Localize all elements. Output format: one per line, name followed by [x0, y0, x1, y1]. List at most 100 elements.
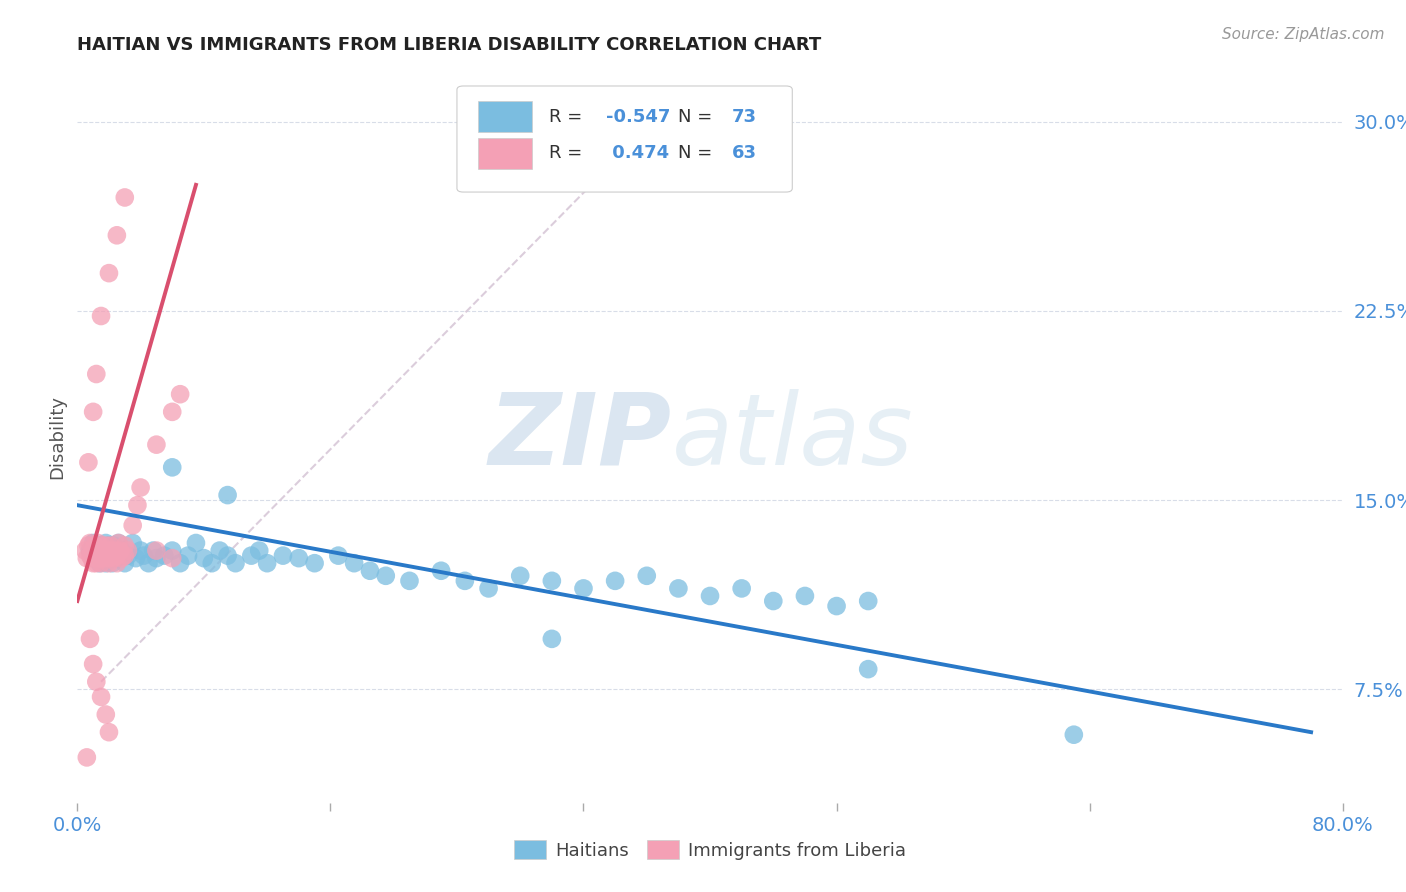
Text: 0.474: 0.474: [606, 145, 669, 162]
Point: [858, 662, 880, 676]
Bar: [478, 138, 531, 169]
Point: [825, 599, 848, 613]
Point: [90, 309, 112, 323]
Point: [107, 536, 129, 550]
Point: [668, 582, 690, 596]
Point: [100, 543, 122, 558]
Point: [77, 455, 100, 469]
Point: [540, 574, 562, 588]
Text: R =: R =: [550, 108, 588, 126]
Point: [94, 707, 117, 722]
Point: [103, 539, 125, 553]
Point: [80, 551, 103, 566]
Point: [217, 549, 239, 563]
Point: [125, 551, 148, 566]
Point: [90, 556, 112, 570]
Point: [98, 266, 120, 280]
Point: [162, 405, 183, 419]
Point: [247, 543, 270, 558]
Point: [82, 543, 104, 558]
Point: [94, 539, 117, 553]
Point: [288, 551, 311, 566]
Text: -0.547: -0.547: [606, 108, 671, 126]
Point: [111, 543, 132, 558]
Point: [96, 549, 118, 563]
Point: [240, 549, 263, 563]
Point: [193, 551, 215, 566]
Point: [87, 549, 110, 563]
Point: [105, 551, 128, 566]
Point: [98, 556, 120, 570]
Point: [82, 405, 104, 419]
Point: [79, 632, 101, 646]
Point: [91, 543, 114, 558]
Point: [699, 589, 721, 603]
FancyBboxPatch shape: [457, 86, 793, 192]
Point: [86, 674, 108, 689]
Point: [82, 657, 104, 671]
Point: [217, 488, 239, 502]
Text: N =: N =: [679, 108, 718, 126]
Text: R =: R =: [550, 145, 588, 162]
Point: [111, 551, 132, 566]
Point: [304, 556, 326, 570]
Point: [605, 574, 627, 588]
Point: [90, 690, 112, 704]
Point: [169, 387, 191, 401]
Point: [129, 543, 152, 558]
Point: [94, 549, 117, 563]
Text: N =: N =: [679, 145, 718, 162]
Point: [101, 549, 124, 563]
Point: [107, 536, 129, 550]
Point: [117, 549, 139, 563]
Point: [105, 556, 128, 570]
Point: [90, 539, 112, 553]
Point: [98, 551, 120, 566]
Point: [101, 549, 124, 563]
Text: 73: 73: [731, 108, 756, 126]
Point: [114, 549, 136, 563]
Point: [108, 549, 131, 563]
Point: [86, 556, 108, 570]
Point: [86, 543, 108, 558]
Point: [96, 543, 118, 558]
Point: [177, 549, 200, 563]
Point: [509, 569, 531, 583]
Point: [145, 551, 167, 566]
Point: [430, 564, 453, 578]
Point: [127, 498, 149, 512]
Point: [162, 551, 183, 566]
Text: HAITIAN VS IMMIGRANTS FROM LIBERIA DISABILITY CORRELATION CHART: HAITIAN VS IMMIGRANTS FROM LIBERIA DISAB…: [77, 36, 821, 54]
Point: [89, 556, 111, 570]
Point: [145, 437, 167, 451]
Point: [83, 549, 105, 563]
Point: [114, 556, 136, 570]
Point: [93, 551, 115, 566]
Point: [75, 543, 97, 558]
Point: [162, 543, 183, 558]
Point: [169, 556, 191, 570]
Point: [103, 551, 125, 566]
Point: [121, 536, 143, 550]
Point: [108, 543, 131, 558]
Point: [572, 582, 595, 596]
Point: [90, 549, 112, 563]
Point: [79, 549, 101, 563]
Point: [153, 549, 176, 563]
Point: [98, 551, 120, 566]
Text: ZIP: ZIP: [489, 389, 672, 485]
Point: [100, 539, 122, 553]
Point: [104, 543, 127, 558]
Point: [104, 543, 127, 558]
Point: [225, 556, 247, 570]
Point: [142, 543, 165, 558]
Point: [90, 539, 112, 553]
Point: [121, 518, 143, 533]
Point: [138, 556, 160, 570]
Point: [98, 725, 120, 739]
Point: [129, 481, 152, 495]
Point: [105, 549, 128, 563]
Point: [87, 543, 110, 558]
Point: [77, 539, 100, 553]
Point: [101, 556, 124, 570]
